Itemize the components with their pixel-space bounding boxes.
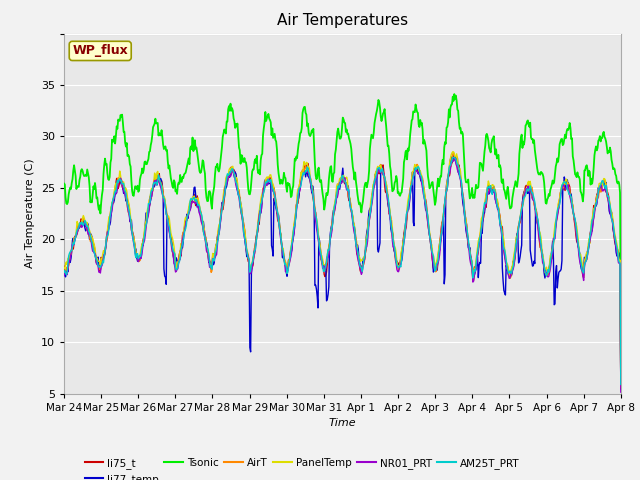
Text: WP_flux: WP_flux [72, 44, 128, 58]
Title: Air Temperatures: Air Temperatures [277, 13, 408, 28]
Y-axis label: Air Temperature (C): Air Temperature (C) [26, 159, 35, 268]
Legend: li75_t, li77_temp, Tsonic, AirT, PanelTemp, NR01_PRT, AM25T_PRT: li75_t, li77_temp, Tsonic, AirT, PanelTe… [81, 454, 524, 480]
X-axis label: Time: Time [328, 418, 356, 428]
